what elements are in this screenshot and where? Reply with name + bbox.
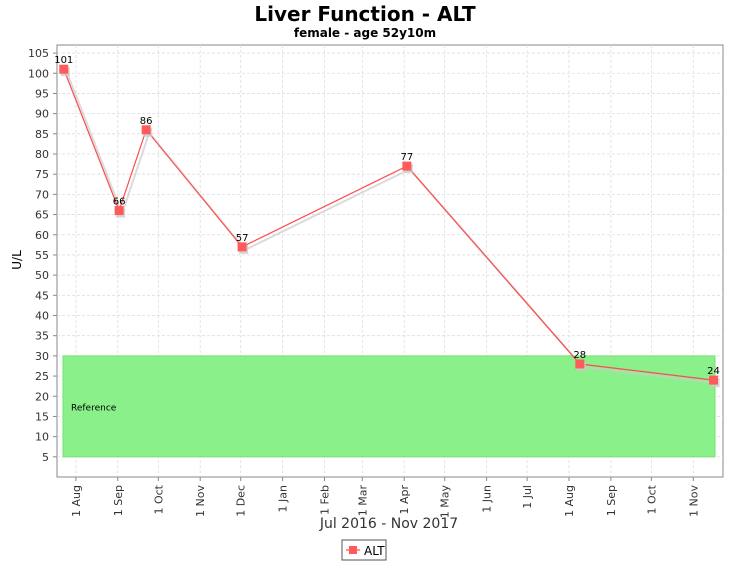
x-axis-label: Jul 2016 - Nov 2017 [319,516,458,532]
y-tick-label: 60 [35,229,49,242]
x-tick-label: 1 Nov [687,485,700,517]
x-tick-label: 1 Sep [112,485,125,516]
reference-band-group: Reference [62,355,716,458]
x-tick-label: 1 Feb [318,485,331,515]
x-tick-label: 1 Mar [356,485,369,517]
x-tick-label: 1 Sep [605,485,618,516]
y-tick-label: 80 [35,148,49,161]
x-tick-label: 1 May [439,485,452,519]
legend-label: ALT [364,544,385,558]
data-label: 24 [707,366,720,377]
data-point [141,125,151,135]
data-point [59,64,69,74]
x-tick-label: 1 Jun [481,485,494,513]
x-tick-label: 1 Nov [194,485,207,517]
x-tick-label: 1 Jan [277,485,290,512]
y-tick-label: 85 [35,128,49,141]
data-point [114,206,124,216]
y-tick-label: 5 [42,451,49,464]
y-tick-label: 45 [35,289,49,302]
reference-band [62,355,716,458]
legend-marker [349,546,357,554]
x-tick-label: 1 Aug [70,485,83,517]
data-label: 66 [113,197,126,208]
y-axis: 5 10 15 20 25 30 35 40 45 50 55 60 65 70 75 80 85 90 95 100… [28,47,57,464]
y-tick-label: 55 [35,249,49,262]
x-tick-label: 1 Oct [152,484,165,514]
x-tick-label: 1 Aug [563,485,576,517]
y-tick-label: 75 [35,168,49,181]
data-label: 77 [401,152,414,163]
data-point [237,242,247,252]
y-tick-label: 105 [28,47,49,60]
y-tick-label: 25 [35,370,49,383]
y-tick-label: 50 [35,269,49,282]
data-label: 28 [573,350,586,361]
y-tick-label: 35 [35,330,49,343]
data-point [402,161,412,171]
y-tick-label: 100 [28,67,49,80]
y-tick-label: 40 [35,310,49,323]
y-tick-label: 70 [35,188,49,201]
legend-box [341,539,387,561]
data-label: 57 [236,233,249,244]
data-label: 101 [54,55,73,66]
chart-title: Liver Function - ALT [254,2,476,26]
x-tick-label: 1 Dec [235,485,248,517]
chart-subtitle: female - age 52y10m [294,26,436,40]
series-alt: 101 66 86 57 77 28 24 [54,55,720,388]
y-tick-label: 30 [35,350,49,363]
y-tick-label: 20 [35,390,49,403]
legend: ALT [341,539,387,561]
x-tick-label: 1 Oct [645,484,658,514]
data-point [575,359,585,369]
x-axis: 1 Aug 1 Sep 1 Oct 1 Nov 1 Dec 1 Jan 1 Feb 1 Mar… [70,477,700,518]
data-point [709,375,719,385]
y-tick-label: 15 [35,410,49,423]
reference-band-label: Reference [71,403,117,413]
y-axis-label: U/L [10,250,24,270]
x-tick-label: 1 Apr [398,485,411,515]
data-label: 86 [140,116,153,127]
y-tick-label: 65 [35,209,49,222]
y-tick-label: 90 [35,108,49,121]
y-tick-label: 95 [35,87,49,100]
x-tick-label: 1 Jul [521,485,534,509]
y-tick-label: 10 [35,431,49,444]
